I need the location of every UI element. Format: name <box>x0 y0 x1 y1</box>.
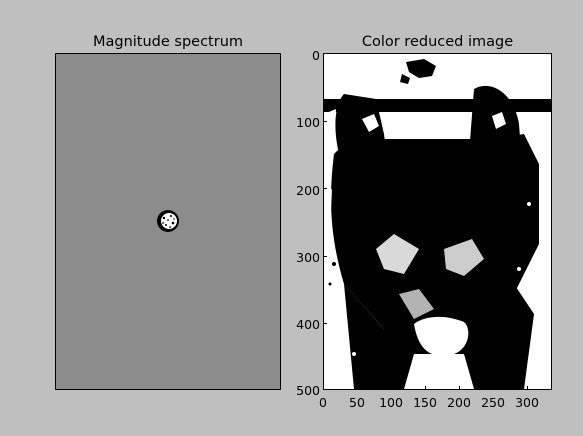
ytick-label: 200 <box>296 183 320 198</box>
right-panel-title: Color reduced image <box>361 34 514 50</box>
ytick-label: 400 <box>296 317 320 332</box>
left-panel-title: Magnitude spectrum <box>92 34 244 50</box>
xtick-mark <box>425 386 426 390</box>
ytick-mark <box>323 256 327 257</box>
ytick-mark <box>323 323 327 324</box>
xtick-label: 0 <box>319 395 327 410</box>
magnitude-spectrum-axes <box>55 53 281 390</box>
xtick-label: 100 <box>379 395 403 410</box>
xtick-mark <box>357 386 358 390</box>
ytick-label: 100 <box>296 115 320 130</box>
xtick-label: 200 <box>447 395 471 410</box>
xtick-mark <box>391 386 392 390</box>
xtick-mark <box>493 386 494 390</box>
ytick-mark <box>323 188 327 189</box>
ytick-label: 300 <box>296 250 320 265</box>
magnitude-spectrum-image <box>157 210 179 232</box>
ytick-label: 500 <box>296 383 320 398</box>
xtick-label: 150 <box>413 395 437 410</box>
ytick-label: 0 <box>312 48 320 63</box>
xtick-label: 50 <box>349 395 365 410</box>
xtick-mark <box>527 386 528 390</box>
color-reduced-image-axes <box>323 53 552 390</box>
xtick-mark <box>459 386 460 390</box>
xtick-label: 250 <box>481 395 505 410</box>
color-reduced-dog-image <box>324 54 551 389</box>
ytick-mark <box>323 121 327 122</box>
xtick-label: 300 <box>515 395 539 410</box>
